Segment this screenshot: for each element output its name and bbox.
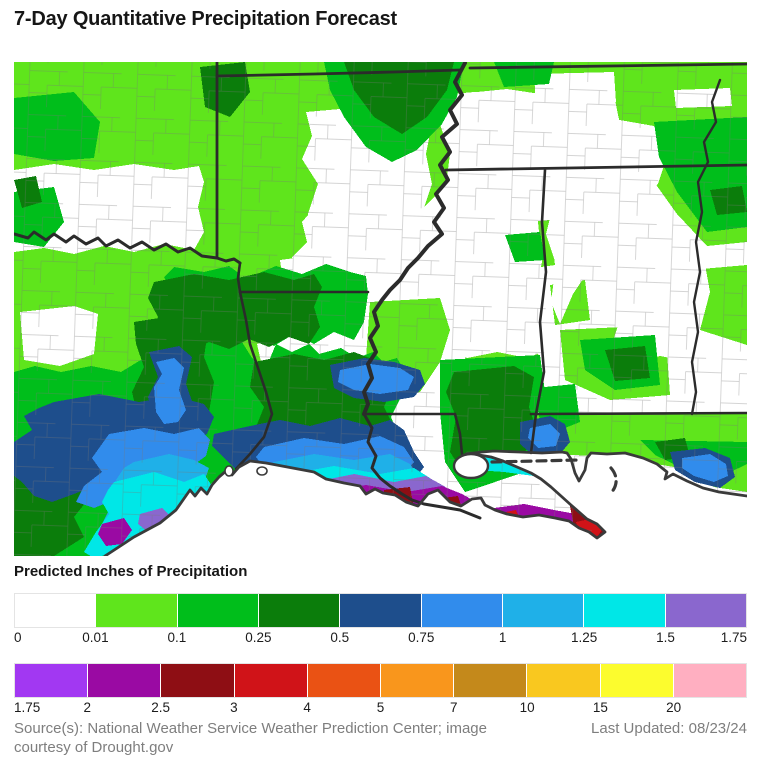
legend-tick-2.5: 2.5 <box>151 700 170 715</box>
legend-tick-1.75: 1.75 <box>720 630 747 645</box>
legend-swatch-10-15 <box>527 664 601 697</box>
legend-swatch-20+ <box>673 664 747 697</box>
legend-swatch-2.5-3 <box>161 664 235 697</box>
precip-map <box>14 62 747 556</box>
precip-map-svg <box>14 62 747 556</box>
state-borders <box>14 62 747 471</box>
legend-tick-10: 10 <box>519 700 535 715</box>
legend-tick-0.25: 0.25 <box>245 630 272 645</box>
legend-tick-2: 2 <box>83 700 92 715</box>
legend-tick-1: 1 <box>498 630 507 645</box>
legend-tick-3: 3 <box>230 700 238 715</box>
legend-scale-high <box>14 663 747 698</box>
legend-heading: Predicted Inches of Precipitation <box>14 563 248 580</box>
legend-swatch-0.5-0.75 <box>340 594 422 627</box>
legend-scale-low <box>14 593 747 628</box>
legend-tick-0: 0 <box>14 630 22 645</box>
legend-tick-15: 15 <box>592 700 608 715</box>
last-updated: Last Updated: 08/23/24 <box>591 720 747 737</box>
legend-tick-1.75: 1.75 <box>14 700 41 715</box>
legend-tick-4: 4 <box>303 700 311 715</box>
legend-swatch-4-5 <box>307 664 382 697</box>
legend-swatch-1-1.25 <box>502 594 585 627</box>
lakes <box>224 452 490 480</box>
legend-ticks-high: 1.75 2 2.5 3 4 5 7 10 15 20 <box>14 700 747 717</box>
mississippi-river <box>362 62 482 520</box>
coastline <box>103 449 747 556</box>
legend-tick-0.5: 0.5 <box>330 630 350 645</box>
barrier-islands <box>490 458 618 496</box>
legend-tick-7: 7 <box>450 700 458 715</box>
legend-tick-0.1: 0.1 <box>167 630 187 645</box>
legend-swatch-0-0.01 <box>15 594 97 627</box>
legend-swatch-0.75-1 <box>421 594 503 627</box>
legend-tick-1.5: 1.5 <box>656 630 675 645</box>
legend-tick-5: 5 <box>376 700 385 715</box>
legend-tick-0.75: 0.75 <box>408 630 435 645</box>
legend-swatch-1.5-1.75 <box>665 594 746 627</box>
legend-swatch-0.01-0.1 <box>96 594 178 627</box>
page-title: 7-Day Quantitative Precipitation Forecas… <box>14 8 398 30</box>
legend-swatch-0.1-0.25 <box>177 594 259 627</box>
legend-swatch-3-4 <box>234 664 308 697</box>
legend-swatch-1.25-1.5 <box>584 594 666 627</box>
footer: Source(s): National Weather Service Weat… <box>14 719 747 757</box>
legend-swatch-15-20 <box>600 664 674 697</box>
source-text: Source(s): National Weather Service Weat… <box>14 720 487 757</box>
legend-tick-20: 20 <box>666 700 682 715</box>
legend-tick-0.01: 0.01 <box>82 630 109 645</box>
legend-swatch-0.25-0.5 <box>258 594 341 627</box>
legend-swatch-5-7 <box>381 664 455 697</box>
legend-swatch-2-2.5 <box>88 664 162 697</box>
legend-swatch-7-10 <box>454 664 528 697</box>
legend-swatch-1.75-2 <box>15 664 89 697</box>
legend-tick-1.25: 1.25 <box>570 630 598 645</box>
legend-ticks-low: 0 0.01 0.1 0.25 0.5 0.75 1 1.25 1.5 1.75 <box>14 630 747 647</box>
